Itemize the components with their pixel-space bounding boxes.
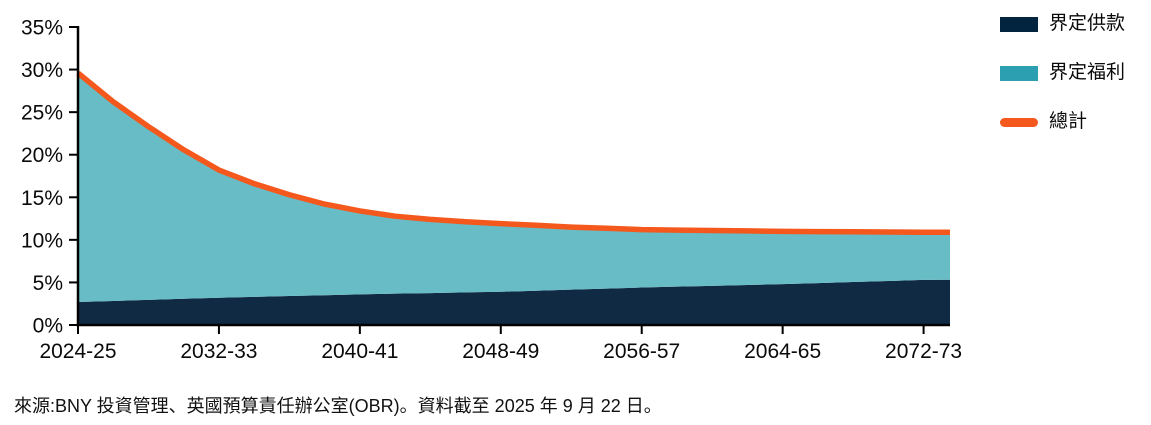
total-line-swatch-icon — [1000, 117, 1038, 127]
x-tick-label: 2064-65 — [744, 340, 821, 363]
y-tick-label: 35% — [21, 17, 63, 40]
legend-label: 界定供款 — [1049, 13, 1126, 34]
x-tick-label: 2072-73 — [885, 340, 962, 363]
defined-contribution-swatch-icon — [1000, 16, 1038, 32]
total-line — [76, 70, 950, 235]
legend-item-total: 總計 — [1000, 112, 1125, 132]
area-defined-benefit — [78, 72, 950, 303]
x-tick-label: 2040-41 — [321, 340, 398, 363]
legend-label: 總計 — [1049, 111, 1088, 132]
x-tick-label: 2032-33 — [180, 340, 257, 363]
y-tick-label: 0% — [33, 315, 63, 338]
area-defined-contribution — [78, 279, 950, 325]
x-tick-label: 2056-57 — [603, 340, 680, 363]
y-tick-label: 30% — [21, 59, 63, 82]
chart-legend: 界定供款 界定福利 總計 — [1000, 14, 1125, 132]
y-tick-label: 15% — [21, 187, 63, 210]
legend-label: 界定福利 — [1049, 62, 1126, 83]
legend-item-defined-benefit: 界定福利 — [1000, 63, 1125, 83]
source-note: 來源:BNY 投資管理、英國預算責任辦公室(OBR)。資料截至 2025 年 9… — [14, 396, 662, 416]
y-tick-label: 20% — [21, 144, 63, 167]
y-tick-label: 10% — [21, 229, 63, 252]
legend-item-defined-contribution: 界定供款 — [1000, 14, 1125, 34]
defined-benefit-swatch-icon — [1000, 65, 1038, 81]
y-tick-label: 25% — [21, 102, 63, 125]
x-tick-label: 2024-25 — [39, 340, 116, 363]
x-tick-label: 2048-49 — [462, 340, 539, 363]
y-tick-label: 5% — [33, 272, 63, 295]
chart-plot-area: 0% 5% 10% 15% 20% 25% 30% 35% 2024-25 2032-33 2040… — [21, 17, 962, 364]
